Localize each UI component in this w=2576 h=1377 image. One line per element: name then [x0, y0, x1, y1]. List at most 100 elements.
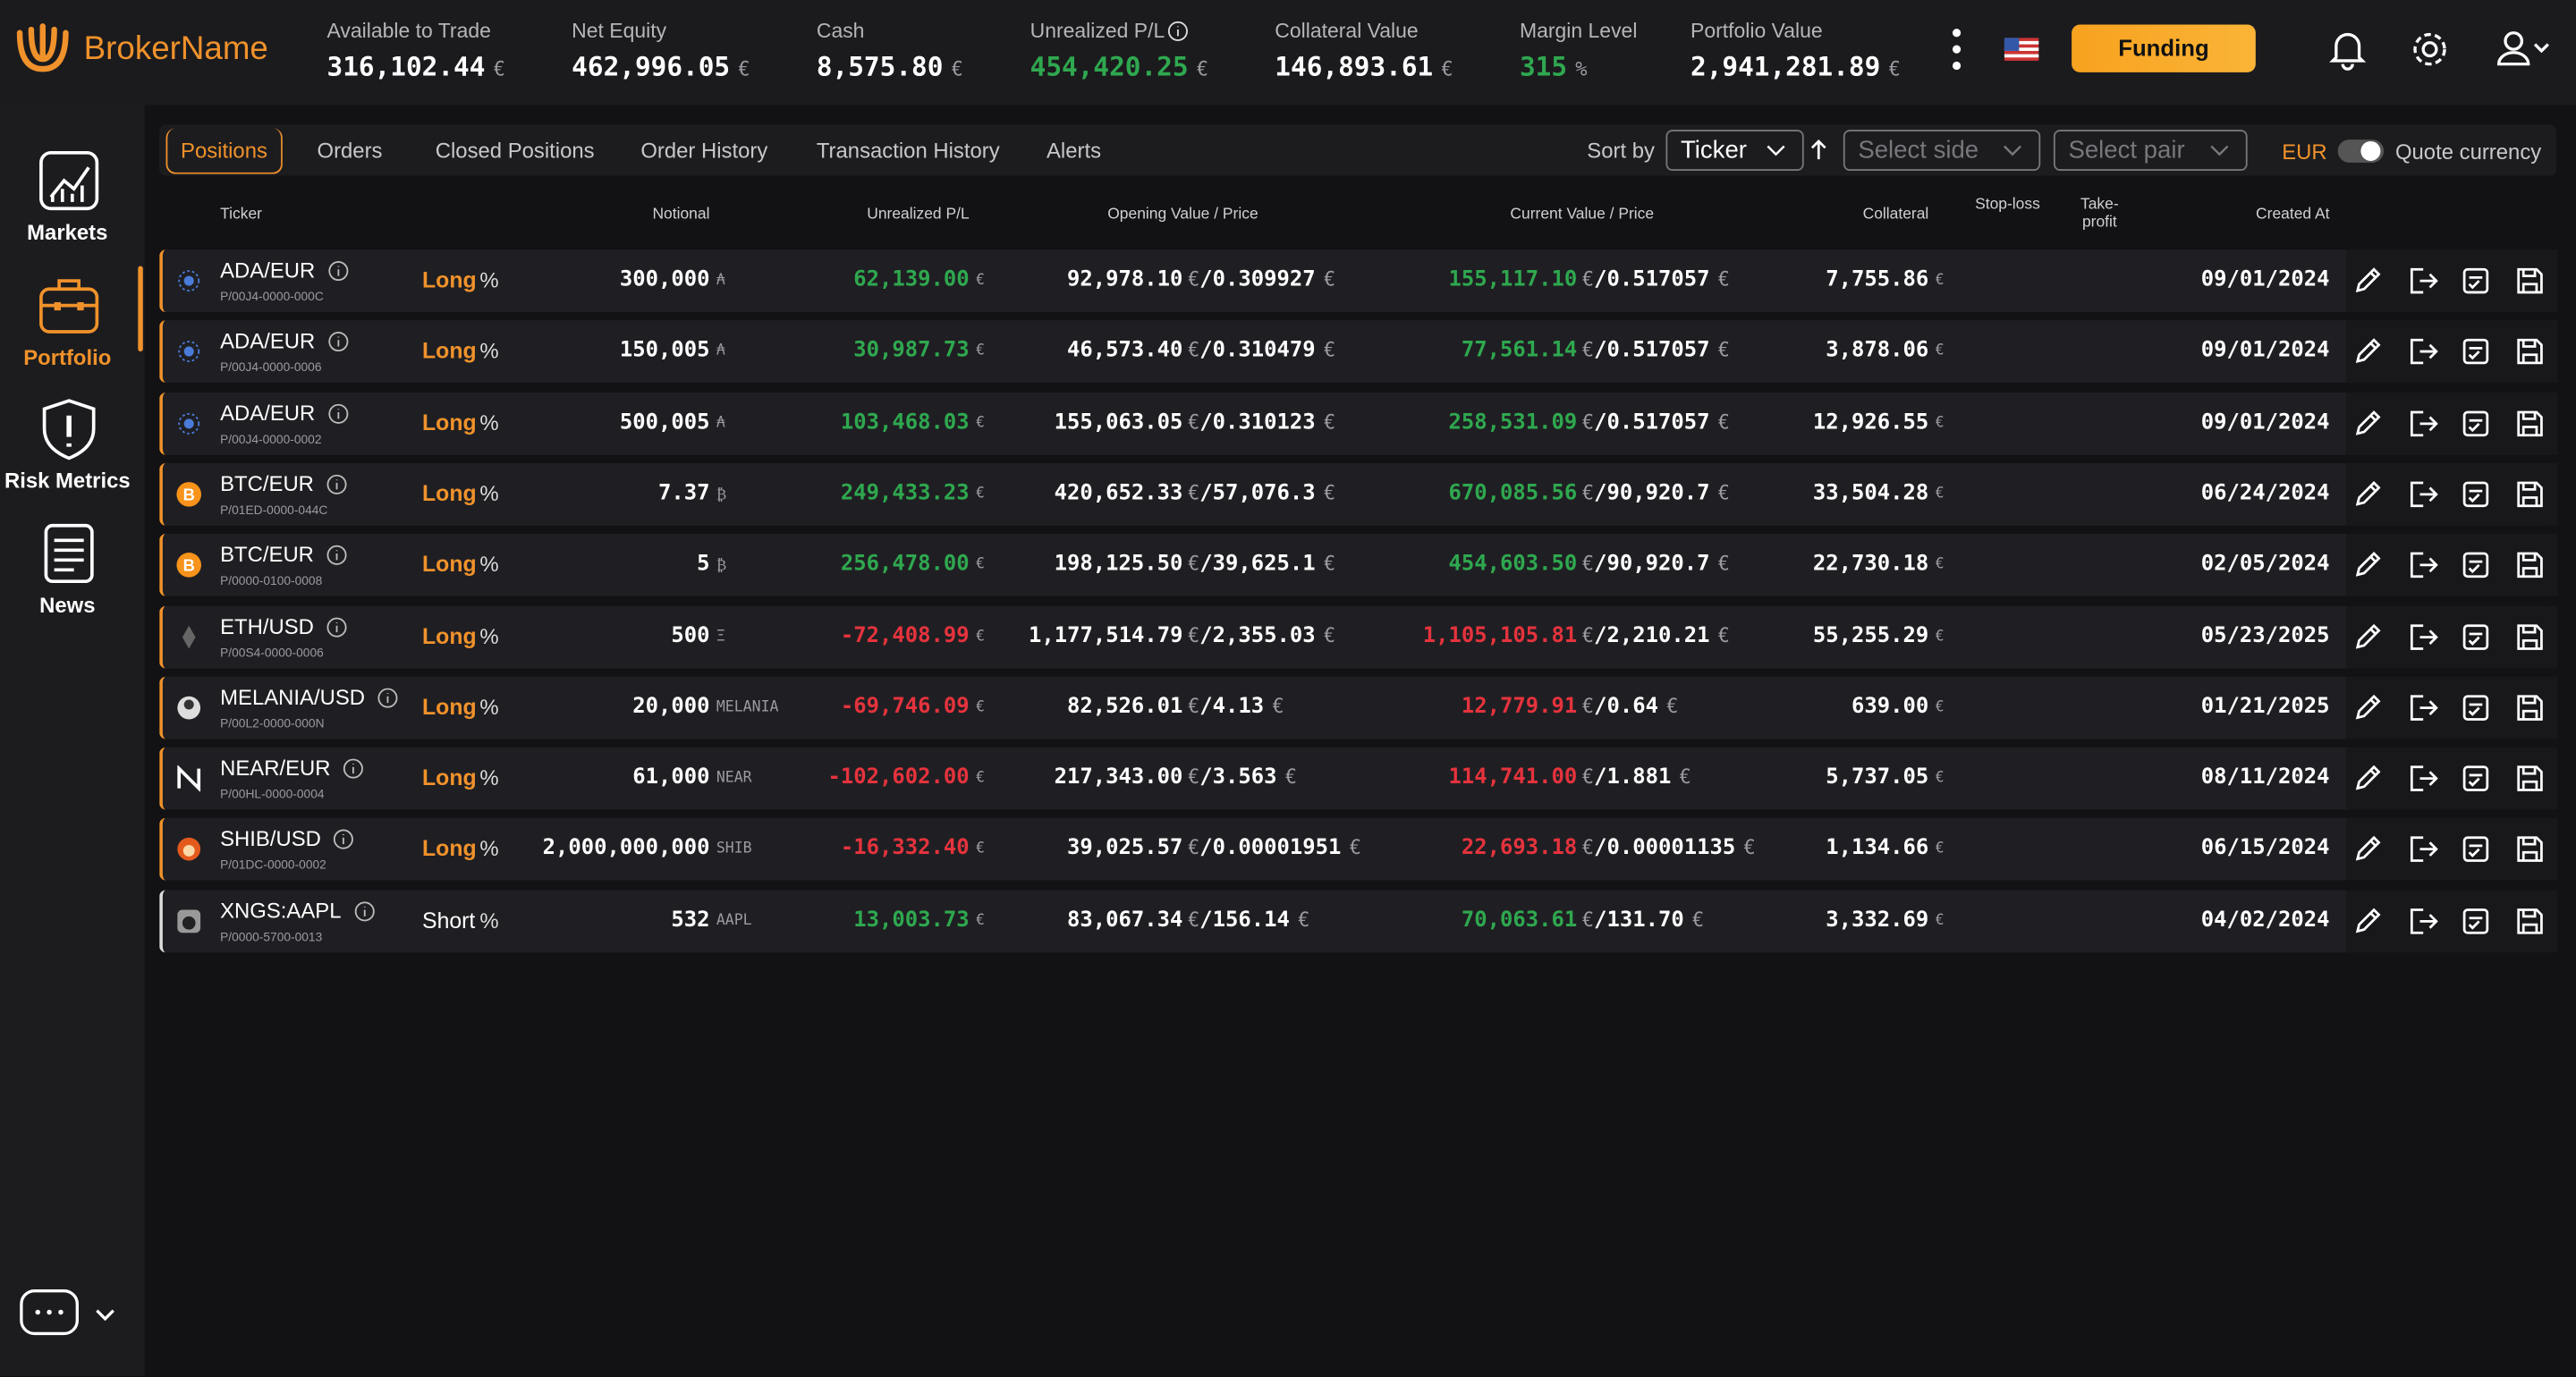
modify-order-button[interactable] — [2460, 691, 2493, 724]
tab[interactable]: Closed Positions — [435, 138, 595, 163]
pair-dropdown[interactable]: Select pair — [2053, 130, 2248, 172]
sort-dropdown[interactable]: Ticker — [1665, 130, 1804, 172]
sort-label: Sort by — [1587, 138, 1655, 163]
nav-label[interactable]: Portfolio — [23, 343, 112, 369]
info-icon[interactable] — [332, 828, 355, 851]
side-dropdown[interactable]: Select side — [1843, 130, 2041, 172]
tab[interactable]: Order History — [640, 138, 768, 163]
opening-price: 156.14 — [1212, 908, 1290, 933]
info-icon[interactable] — [326, 544, 349, 567]
currency: € — [1717, 338, 1730, 362]
close-position-button[interactable] — [2405, 904, 2438, 937]
info-icon[interactable] — [342, 757, 365, 781]
save-button[interactable] — [2513, 549, 2546, 582]
close-position-button[interactable] — [2405, 335, 2438, 368]
modify-order-button[interactable] — [2460, 265, 2493, 298]
tab[interactable]: Transaction History — [816, 138, 1000, 163]
edit-button[interactable] — [2351, 335, 2384, 368]
info-icon[interactable] — [326, 473, 349, 496]
close-position-button[interactable] — [2405, 620, 2438, 653]
save-button[interactable] — [2513, 407, 2546, 440]
ticker[interactable]: NEAR/EUR — [220, 756, 331, 781]
save-button[interactable] — [2513, 691, 2546, 724]
currency: € — [1935, 841, 1945, 858]
created-at: 09/01/2024 — [2200, 267, 2330, 292]
nav-label[interactable]: Risk Metrics — [4, 468, 131, 494]
modify-order-button[interactable] — [2460, 904, 2493, 937]
column-header: Created At — [2256, 205, 2330, 224]
save-button[interactable] — [2513, 904, 2546, 937]
currency: € — [1717, 267, 1730, 291]
close-position-button[interactable] — [2405, 477, 2438, 511]
nav-icon[interactable] — [36, 148, 101, 213]
ticker[interactable]: BTC/EUR — [220, 542, 314, 568]
ticker[interactable]: MELANIA/USD — [220, 684, 366, 710]
support-chat[interactable] — [16, 1281, 122, 1354]
more-menu[interactable] — [1944, 26, 1970, 72]
close-position-button[interactable] — [2405, 762, 2438, 795]
nav-label[interactable]: News — [39, 592, 96, 617]
metric-number: 2,941,281.89 — [1690, 50, 1881, 82]
modify-order-button[interactable] — [2460, 762, 2493, 795]
nav-icon[interactable] — [36, 520, 101, 585]
modify-order-button[interactable] — [2460, 620, 2493, 653]
ticker[interactable]: SHIB/USD — [220, 826, 321, 852]
tab[interactable]: Positions — [165, 128, 283, 174]
ticker[interactable]: ADA/EUR — [220, 328, 316, 354]
modify-order-button[interactable] — [2460, 407, 2493, 440]
ticker[interactable]: ETH/USD — [220, 613, 314, 638]
save-button[interactable] — [2513, 833, 2546, 866]
close-position-button[interactable] — [2405, 691, 2438, 724]
close-position-button[interactable] — [2405, 833, 2438, 866]
edit-button[interactable] — [2351, 762, 2384, 795]
ticker[interactable]: BTC/EUR — [220, 470, 314, 496]
edit-button[interactable] — [2351, 833, 2384, 866]
save-button[interactable] — [2513, 762, 2546, 795]
save-button[interactable] — [2513, 335, 2546, 368]
metric-number: 146,893.61 — [1275, 50, 1434, 82]
edit-button[interactable] — [2351, 904, 2384, 937]
save-button[interactable] — [2513, 620, 2546, 653]
close-position-button[interactable] — [2405, 549, 2438, 582]
metric-unit: € — [1441, 57, 1453, 81]
modify-order-button[interactable] — [2460, 335, 2493, 368]
info-icon[interactable] — [327, 401, 351, 425]
info-icon[interactable] — [353, 900, 377, 923]
edit-button[interactable] — [2351, 407, 2384, 440]
tab[interactable]: Alerts — [1046, 138, 1102, 163]
close-position-button[interactable] — [2405, 265, 2438, 298]
funding-button[interactable]: Funding — [2072, 24, 2256, 72]
info-icon[interactable] — [327, 259, 351, 283]
close-position-button[interactable] — [2405, 407, 2438, 440]
flag[interactable] — [2004, 38, 2039, 61]
sort-direction[interactable] — [1809, 138, 1828, 161]
settings[interactable] — [2409, 28, 2452, 71]
info-icon[interactable] — [377, 686, 400, 709]
edit-button[interactable] — [2351, 477, 2384, 511]
ticker[interactable]: ADA/EUR — [220, 400, 316, 425]
modify-order-button[interactable] — [2460, 477, 2493, 511]
nav-icon[interactable] — [36, 396, 101, 461]
ticker[interactable]: XNGS:AAPL — [220, 898, 342, 923]
info-icon[interactable] — [326, 615, 349, 638]
tab[interactable]: Orders — [317, 138, 383, 163]
notifications[interactable] — [2326, 28, 2369, 71]
currency: € — [1581, 836, 1595, 860]
modify-order-button[interactable] — [2460, 549, 2493, 582]
edit-button[interactable] — [2351, 620, 2384, 653]
edit-button[interactable] — [2351, 549, 2384, 582]
save-button[interactable] — [2513, 477, 2546, 511]
profile-menu[interactable] — [2494, 28, 2559, 71]
ticker[interactable]: ADA/EUR — [220, 258, 316, 283]
opening-value: 39,025.57 — [1067, 836, 1183, 862]
nav-icon[interactable] — [36, 272, 101, 337]
currency-toggle[interactable] — [2336, 138, 2385, 164]
modify-order-button[interactable] — [2460, 833, 2493, 866]
info-icon[interactable] — [327, 331, 351, 354]
edit-button[interactable] — [2351, 691, 2384, 724]
created-at: 01/21/2025 — [2200, 694, 2330, 720]
nav-label[interactable]: Markets — [27, 220, 108, 245]
currency: € — [1581, 552, 1595, 576]
save-button[interactable] — [2513, 265, 2546, 298]
edit-button[interactable] — [2351, 265, 2384, 298]
